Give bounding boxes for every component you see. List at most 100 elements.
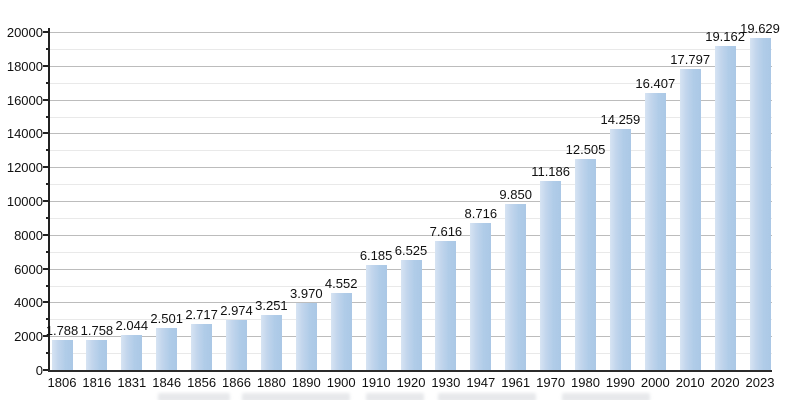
bar-1990 bbox=[610, 129, 631, 370]
bar-value-label: 2.974 bbox=[220, 303, 253, 318]
y-axis-tick bbox=[43, 166, 49, 168]
y-tick-label: 8000 bbox=[14, 228, 43, 243]
y-axis-tick bbox=[46, 48, 49, 50]
x-tick-label: 1961 bbox=[501, 375, 531, 390]
gridline bbox=[50, 150, 772, 151]
bar-value-label: 19.629 bbox=[740, 21, 780, 36]
x-tick-label: 1890 bbox=[291, 375, 321, 390]
x-tick-label: 2000 bbox=[640, 375, 670, 390]
y-axis-tick bbox=[43, 31, 49, 33]
bar-1866 bbox=[226, 320, 247, 370]
x-tick-label: 1900 bbox=[326, 375, 356, 390]
bar-1980 bbox=[575, 159, 596, 370]
y-axis-tick bbox=[46, 183, 49, 185]
gridline bbox=[50, 32, 772, 33]
x-tick-label: 1930 bbox=[431, 375, 461, 390]
x-tick-label: 1980 bbox=[571, 375, 600, 390]
bar-value-label: 8.716 bbox=[464, 206, 498, 221]
bar-1806 bbox=[52, 340, 73, 370]
y-axis-tick bbox=[43, 369, 49, 371]
y-tick-label: 12000 bbox=[6, 160, 43, 175]
bar-value-label: 17.797 bbox=[670, 52, 711, 67]
gridline bbox=[50, 66, 772, 67]
x-tick-label: 1910 bbox=[361, 375, 391, 390]
bar-1846 bbox=[156, 328, 177, 370]
x-tick-label: 1920 bbox=[396, 375, 426, 390]
y-tick-label: 20000 bbox=[6, 25, 43, 40]
gridline bbox=[50, 167, 772, 168]
x-tick-label: 1880 bbox=[256, 375, 286, 390]
y-axis-tick bbox=[46, 149, 49, 151]
y-axis-tick bbox=[43, 301, 49, 303]
y-axis-tick bbox=[46, 217, 49, 219]
gridline bbox=[50, 49, 772, 50]
gridline bbox=[50, 184, 772, 185]
y-tick-label: 4000 bbox=[14, 295, 43, 310]
y-axis-tick bbox=[43, 234, 49, 236]
x-tick-label: 1856 bbox=[187, 375, 217, 390]
bar-1930 bbox=[435, 241, 456, 370]
y-axis-tick bbox=[46, 251, 49, 253]
y-axis-tick bbox=[43, 200, 49, 202]
bar-1910 bbox=[366, 265, 387, 370]
y-axis-tick bbox=[46, 318, 49, 320]
bar-value-label: 2.044 bbox=[115, 318, 149, 333]
gridline bbox=[50, 235, 772, 236]
bar-1856 bbox=[191, 324, 212, 370]
bar-value-label: 14.259 bbox=[600, 112, 641, 127]
bar-value-label: 1.758 bbox=[80, 323, 114, 338]
gridline bbox=[50, 83, 772, 84]
x-tick-label: 1970 bbox=[536, 375, 566, 390]
bar-value-label: 2.717 bbox=[185, 307, 218, 322]
bar-value-label: 19.162 bbox=[705, 29, 745, 44]
bar-value-label: 2.501 bbox=[150, 311, 183, 326]
caption-remnant-blot bbox=[242, 393, 350, 400]
x-tick-label: 2023 bbox=[745, 375, 775, 390]
bar-2010 bbox=[680, 69, 701, 370]
y-tick-label: 14000 bbox=[6, 126, 43, 141]
bar-value-label: 3.970 bbox=[290, 286, 323, 301]
x-tick-label: 1866 bbox=[222, 375, 251, 390]
bar-1900 bbox=[331, 293, 352, 370]
y-axis-tick bbox=[46, 116, 49, 118]
bar-1947 bbox=[470, 223, 491, 370]
y-tick-label: 0 bbox=[35, 363, 43, 378]
bar-1890 bbox=[296, 303, 317, 370]
y-axis-tick bbox=[43, 268, 49, 270]
x-tick-label: 2020 bbox=[710, 375, 740, 390]
x-tick-label: 1831 bbox=[117, 375, 147, 390]
bar-1920 bbox=[401, 260, 422, 370]
bar-1970 bbox=[540, 181, 561, 370]
bar-value-label: 6.185 bbox=[359, 248, 393, 263]
bar-1831 bbox=[121, 335, 142, 370]
x-tick-label: 1947 bbox=[466, 375, 496, 390]
y-tick-label: 2000 bbox=[14, 329, 43, 344]
gridline bbox=[50, 201, 772, 202]
y-axis-line bbox=[48, 28, 50, 370]
y-axis-tick bbox=[46, 285, 49, 287]
x-tick-label: 2010 bbox=[675, 375, 705, 390]
gridline bbox=[50, 117, 772, 118]
x-tick-label: 1846 bbox=[152, 375, 182, 390]
bar-value-label: 4.552 bbox=[324, 276, 358, 291]
bar-value-label: 1.788 bbox=[45, 323, 79, 338]
bar-1961 bbox=[505, 204, 526, 370]
cropped-caption-remnant bbox=[0, 391, 800, 400]
y-tick-label: 18000 bbox=[6, 59, 43, 74]
gridline bbox=[50, 100, 772, 101]
y-axis-tick bbox=[43, 132, 49, 134]
gridline bbox=[50, 218, 772, 219]
x-tick-label: 1806 bbox=[47, 375, 77, 390]
y-axis-tick bbox=[43, 99, 49, 101]
bar-value-label: 11.186 bbox=[531, 164, 570, 179]
bar-1880 bbox=[261, 315, 282, 370]
gridline bbox=[50, 133, 772, 134]
bar-2000 bbox=[645, 93, 666, 370]
y-axis-tick bbox=[43, 335, 49, 337]
y-axis-tick bbox=[46, 352, 49, 354]
x-tick-label: 1990 bbox=[605, 375, 635, 390]
y-axis-tick bbox=[46, 82, 49, 84]
caption-remnant-blot bbox=[158, 393, 230, 400]
bar-value-label: 12.505 bbox=[565, 142, 606, 157]
